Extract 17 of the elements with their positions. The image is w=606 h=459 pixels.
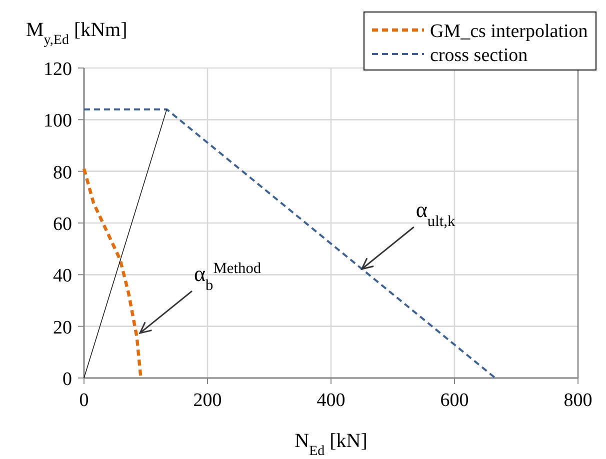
y-tick-label: 20 [53, 317, 72, 338]
x-axis-title: N$_{Ed}$ [kN] [294, 430, 368, 458]
y-tick-label: 120 [44, 59, 72, 80]
y-tick-label: 40 [53, 266, 72, 287]
x-tick-label: 800 [564, 390, 592, 411]
legend-label: cross section [430, 45, 528, 66]
y-tick-label: 0 [62, 369, 72, 390]
y-tick-label: 100 [44, 110, 72, 132]
y-tick-label: 60 [53, 214, 72, 235]
legend-label: GM_cs interpolation [430, 21, 588, 42]
annotation: α$_{ult,k}$ [416, 196, 456, 230]
x-tick-label: 0 [79, 390, 89, 411]
y-axis-title: M$_{y,Ed}$ [kNm] [26, 19, 128, 48]
y-tick-label: 80 [53, 162, 72, 184]
x-tick-label: 400 [316, 390, 346, 411]
x-tick-label: 200 [193, 390, 222, 411]
x-tick-label: 600 [440, 390, 469, 411]
